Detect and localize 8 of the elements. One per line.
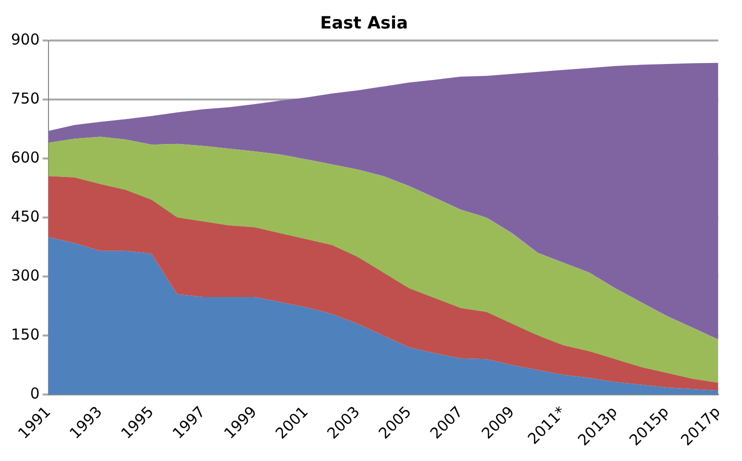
y-tick-label: 300 <box>10 266 40 284</box>
y-tick-label: 600 <box>10 148 40 166</box>
y-tick-label: 750 <box>10 89 40 108</box>
y-tick-label: 450 <box>10 207 40 226</box>
y-tick-label: 150 <box>10 325 40 344</box>
chart-title: East Asia <box>320 14 408 34</box>
y-tick-label: 900 <box>10 30 40 48</box>
y-tick-label: 0 <box>30 384 40 402</box>
